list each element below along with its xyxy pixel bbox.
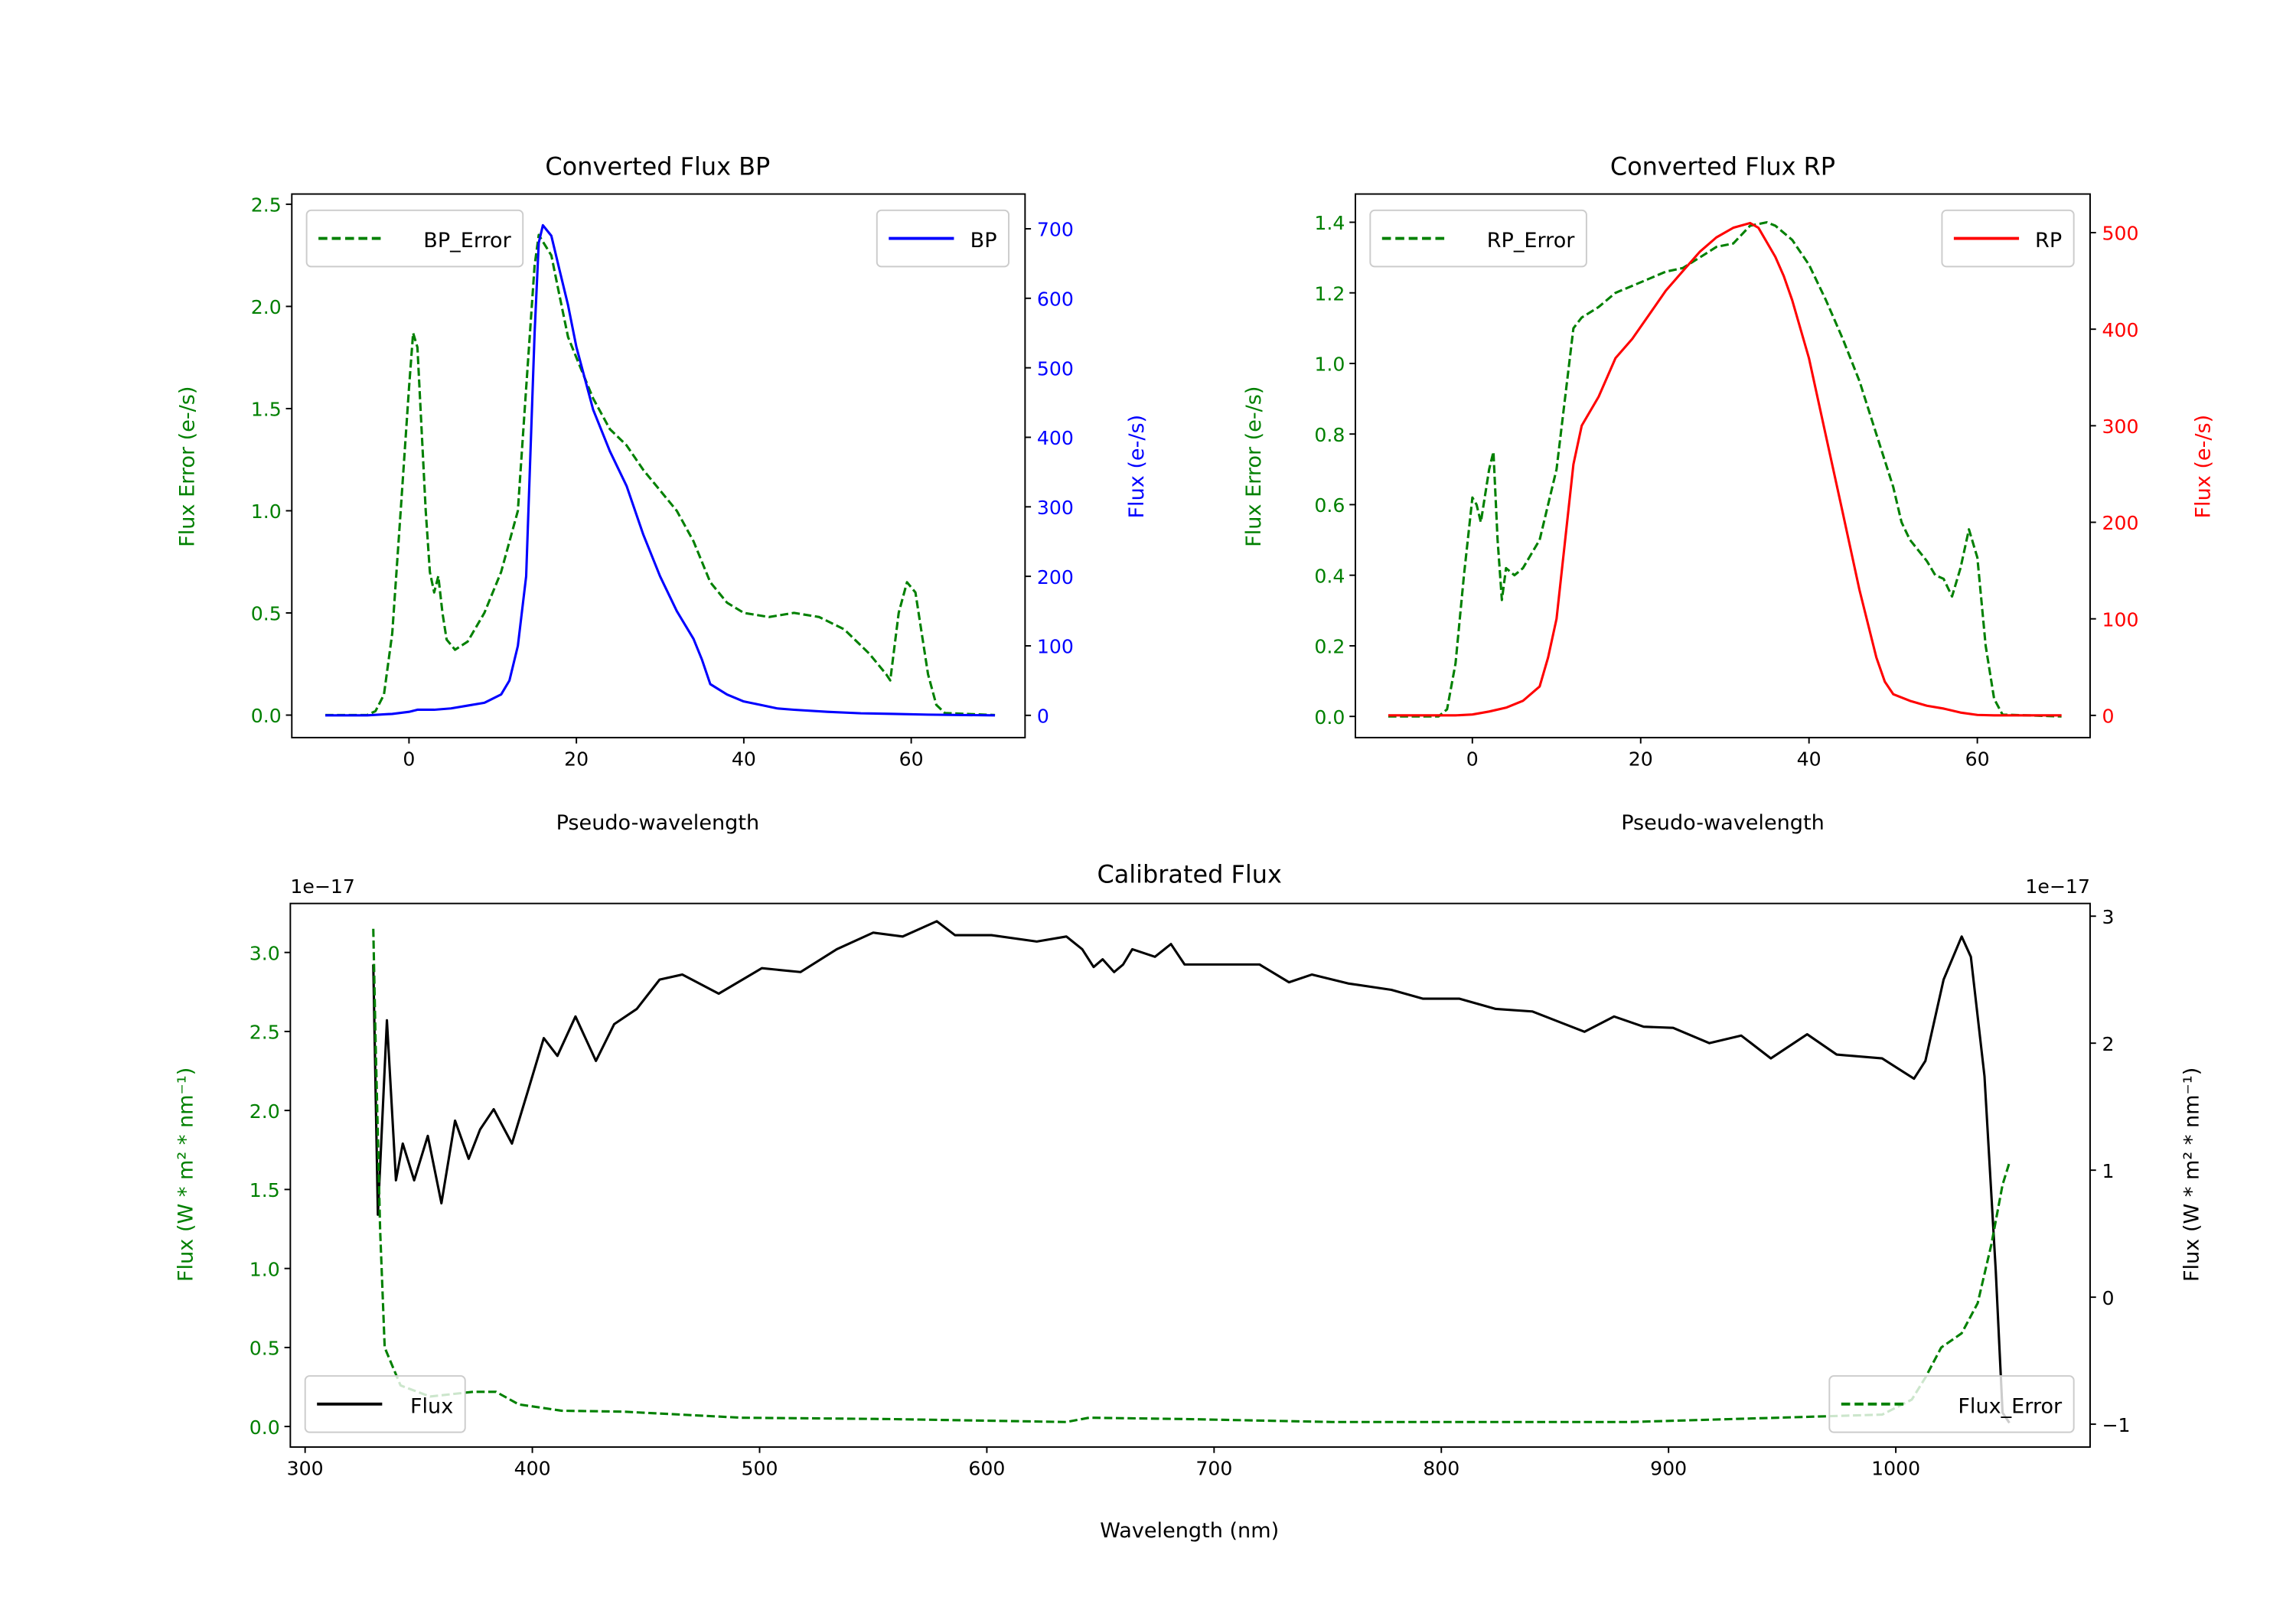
y-tick-label-left: 3.0 — [249, 942, 280, 964]
legend: BP_Error — [305, 209, 524, 268]
chart-title: Converted Flux RP — [1610, 152, 1835, 181]
plot-frame — [289, 902, 2091, 1448]
y-tick-label-left: 1.5 — [251, 399, 282, 421]
y-offset-left: 1e−17 — [290, 875, 355, 898]
x-tick-label: 500 — [741, 1458, 778, 1480]
y-tick-label-left: 0.4 — [1314, 565, 1345, 587]
x-tick-label: 40 — [1797, 748, 1821, 771]
series-line-bp-error — [325, 233, 996, 717]
legend-box — [1369, 209, 1587, 268]
y-tick-label-right: 3 — [2102, 906, 2114, 928]
series-line-rp — [1388, 221, 2062, 717]
legend: Flux_Error — [1828, 1375, 2075, 1433]
legend-label: RP_Error — [1487, 229, 1576, 253]
y-tick-label-left: 0.0 — [251, 705, 282, 727]
legend: RP_Error — [1369, 209, 1587, 268]
y-tick-label-left: 1.5 — [249, 1179, 280, 1201]
series-line-flux — [372, 920, 2011, 1424]
legend: BP — [876, 209, 1010, 268]
y-axis-label-right: Flux (W * m² * nm⁻¹) — [2180, 1068, 2203, 1282]
legend-label: Flux_Error — [1958, 1394, 2063, 1418]
x-tick-label: 700 — [1195, 1458, 1232, 1480]
series-line-bp — [325, 223, 996, 717]
legend-label: RP — [2035, 229, 2062, 253]
y-tick-label-right: 200 — [1037, 566, 1074, 588]
y-tick-label-left: 1.0 — [249, 1258, 280, 1280]
y-tick-label-right: 100 — [1037, 636, 1074, 658]
x-tick-label: 60 — [899, 748, 924, 771]
y-tick-label-right: 0 — [2102, 1287, 2114, 1309]
y-tick-label-right: 2 — [2102, 1033, 2114, 1055]
y-tick-label-left: 0.0 — [249, 1416, 280, 1439]
x-tick-label: 600 — [968, 1458, 1005, 1480]
y-axis-label-left: Flux (W * m² * nm⁻¹) — [174, 1068, 198, 1282]
legend-box — [304, 1375, 466, 1433]
legend: Flux — [304, 1375, 466, 1433]
x-tick-label: 20 — [564, 748, 589, 771]
y-tick-label-right: 600 — [1037, 288, 1074, 310]
y-tick-label-right: 700 — [1037, 219, 1074, 241]
x-tick-label: 0 — [403, 748, 415, 771]
y-axis-label-right: Flux (e-/s) — [2192, 415, 2216, 519]
y-tick-label-right: 400 — [2102, 319, 2138, 341]
y-tick-label-left: 2.0 — [251, 296, 282, 318]
y-tick-label-left: 0.5 — [251, 603, 282, 625]
y-tick-label-left: 2.0 — [249, 1100, 280, 1123]
y-tick-label-left: 2.5 — [251, 194, 282, 217]
legend-label: BP_Error — [423, 229, 511, 253]
y-tick-label-left: 0.2 — [1314, 636, 1345, 658]
y-tick-label-right: 500 — [2102, 223, 2138, 245]
y-axis-label-left: Flux Error (e-/s) — [1242, 386, 1266, 547]
x-tick-label: 1000 — [1871, 1458, 1920, 1480]
y-tick-label-left: 1.0 — [1314, 354, 1345, 376]
y-tick-label-left: 1.4 — [1314, 212, 1345, 234]
y-tick-label-left: 0.5 — [249, 1338, 280, 1360]
y-tick-label-right: 0 — [1037, 705, 1049, 727]
y-axis-label-right: Flux (e-/s) — [1125, 415, 1149, 519]
rp-chart: Converted Flux RP Pseudo-wavelength Flux… — [1242, 152, 2216, 834]
legend-label: BP — [970, 229, 997, 253]
y-tick-label-right: 500 — [1037, 357, 1074, 380]
y-tick-label-right: 300 — [1037, 497, 1074, 519]
y-tick-label-right: 300 — [2102, 416, 2138, 438]
x-tick-label: 20 — [1629, 748, 1653, 771]
x-axis-label: Pseudo-wavelength — [556, 811, 760, 835]
y-tick-label-left: 2.5 — [249, 1022, 280, 1044]
legend-box — [1828, 1375, 2075, 1433]
x-axis-label: Pseudo-wavelength — [1621, 811, 1825, 835]
x-tick-label: 60 — [1965, 748, 1990, 771]
y-tick-label-right: −1 — [2102, 1414, 2130, 1436]
y-tick-label-left: 0.8 — [1314, 424, 1345, 446]
y-tick-label-right: 400 — [1037, 427, 1074, 449]
chart-title: Calibrated Flux — [1097, 860, 1281, 889]
legend: RP — [1941, 209, 2075, 268]
y-tick-label-left: 0.6 — [1314, 494, 1345, 517]
x-tick-label: 300 — [287, 1458, 324, 1480]
y-offset-right: 1e−17 — [2025, 875, 2090, 898]
legend-box — [305, 209, 524, 268]
plot-frame — [1355, 193, 2091, 738]
calibrated-flux-chart: Calibrated Flux Wavelength (nm) Flux (W … — [174, 860, 2204, 1543]
x-tick-label: 400 — [514, 1458, 551, 1480]
chart-title: Converted Flux BP — [545, 152, 770, 181]
y-tick-label-left: 1.0 — [251, 500, 282, 523]
x-axis-label: Wavelength (nm) — [1100, 1519, 1279, 1543]
y-tick-label-left: 1.2 — [1314, 282, 1345, 305]
x-tick-label: 800 — [1423, 1458, 1459, 1480]
y-tick-label-right: 200 — [2102, 512, 2138, 534]
y-axis-label-left: Flux Error (e-/s) — [176, 386, 200, 547]
x-tick-label: 900 — [1650, 1458, 1687, 1480]
bp-chart: Converted Flux BP Pseudo-wavelength Flux… — [176, 152, 1150, 834]
y-tick-label-right: 1 — [2102, 1160, 2114, 1182]
x-tick-label: 0 — [1466, 748, 1479, 771]
plot-frame — [291, 193, 1026, 738]
x-tick-label: 40 — [732, 748, 756, 771]
y-tick-label-right: 100 — [2102, 608, 2138, 631]
legend-label: Flux — [410, 1394, 453, 1418]
y-tick-label-right: 0 — [2102, 706, 2114, 728]
y-tick-label-left: 0.0 — [1314, 706, 1345, 729]
